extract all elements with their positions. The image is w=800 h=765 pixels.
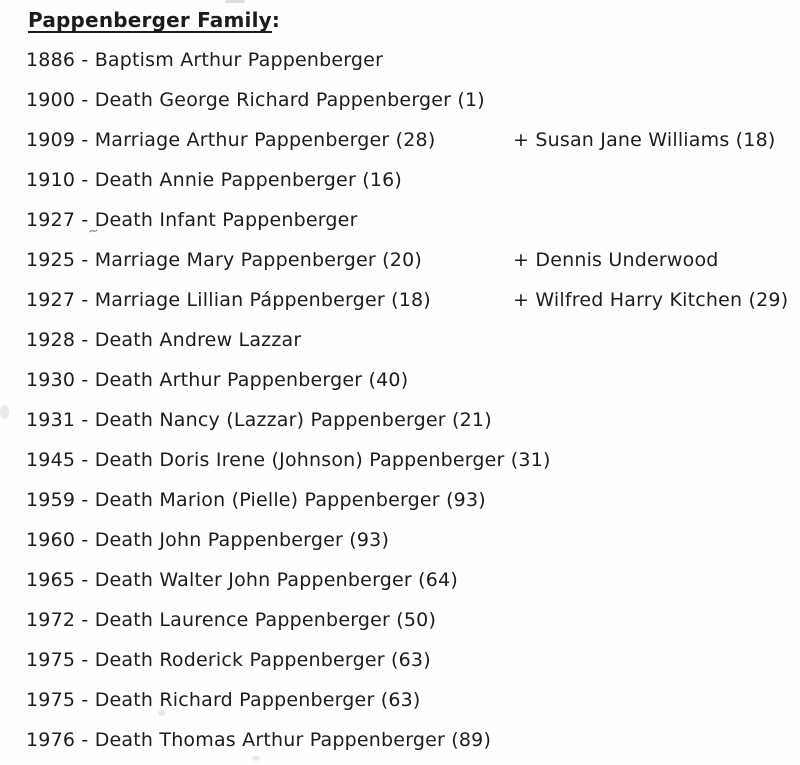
spouse-text: + Susan Jane Williams (18) xyxy=(513,129,776,151)
event-text: 1945 - Death Doris Irene (Johnson) Pappe… xyxy=(26,449,551,471)
timeline-entry: 1928 - Death Andrew Lazzar xyxy=(0,320,800,360)
page-title-colon: : xyxy=(271,8,281,32)
event-text: 1959 - Death Marion (Pielle) Pappenberge… xyxy=(26,489,486,511)
timeline-entry: 1975 - Death Roderick Pappenberger (63) xyxy=(0,640,800,680)
event-text: 1972 - Death Laurence Pappenberger (50) xyxy=(26,609,437,631)
timeline-entry: 1925 - Marriage Mary Pappenberger (20) +… xyxy=(0,240,800,280)
event-text: 1910 - Death Annie Pappenberger (16) xyxy=(26,169,403,191)
timeline-entry: 1886 - Baptism Arthur Pappenberger xyxy=(0,40,800,80)
event-text: 1909 - Marriage Arthur Pappenberger (28) xyxy=(26,129,436,151)
event-text: 1965 - Death Walter John Pappenberger (6… xyxy=(26,569,458,591)
timeline-entry: 1959 - Death Marion (Pielle) Pappenberge… xyxy=(0,480,800,520)
page-title-text: Pappenberger Family xyxy=(28,8,272,32)
timeline-entry: 1945 - Death Doris Irene (Johnson) Pappe… xyxy=(0,440,800,480)
event-text: 1931 - Death Nancy (Lazzar) Pappenberger… xyxy=(26,409,492,431)
timeline-entry: 1976 - Death Thomas Arthur Pappenberger … xyxy=(0,720,800,760)
timeline-entry: 1960 - Death John Pappenberger (93) xyxy=(0,520,800,560)
timeline-entry: 1972 - Death Laurence Pappenberger (50) xyxy=(0,600,800,640)
timeline-entry: 1965 - Death Walter John Pappenberger (6… xyxy=(0,560,800,600)
timeline-entry: 1975 - Death Richard Pappenberger (63) xyxy=(0,680,800,720)
event-text: 1975 - Death Roderick Pappenberger (63) xyxy=(26,649,431,671)
timeline-entry: 1927 - Marriage Lillian Páppenberger (18… xyxy=(0,280,800,320)
timeline-entry: 1927 - Death Infant Pappenberger xyxy=(0,200,800,240)
page-title: Pappenberger Family: xyxy=(28,8,280,32)
timeline-list: 1886 - Baptism Arthur Pappenberger 1900 … xyxy=(0,40,800,760)
event-text: 1925 - Marriage Mary Pappenberger (20) xyxy=(26,249,422,271)
event-text: 1960 - Death John Pappenberger (93) xyxy=(26,529,390,551)
timeline-entry: 1931 - Death Nancy (Lazzar) Pappenberger… xyxy=(0,400,800,440)
scan-artifact-smudge xyxy=(225,0,245,3)
timeline-entry: 1910 - Death Annie Pappenberger (16) xyxy=(0,160,800,200)
event-text: 1976 - Death Thomas Arthur Pappenberger … xyxy=(26,729,492,751)
event-text: 1886 - Baptism Arthur Pappenberger xyxy=(26,49,384,71)
spouse-text: + Wilfred Harry Kitchen (29) xyxy=(513,289,789,311)
event-text: 1927 - Death Infant Pappenberger xyxy=(26,209,358,231)
spouse-text: + Dennis Underwood xyxy=(513,249,719,271)
timeline-entry: 1930 - Death Arthur Pappenberger (40) xyxy=(0,360,800,400)
event-text: 1927 - Marriage Lillian Páppenberger (18… xyxy=(26,289,431,311)
event-text: 1900 - Death George Richard Pappenberger… xyxy=(26,89,485,111)
event-text: 1928 - Death Andrew Lazzar xyxy=(26,329,302,351)
event-text: 1975 - Death Richard Pappenberger (63) xyxy=(26,689,421,711)
timeline-entry: 1900 - Death George Richard Pappenberger… xyxy=(0,80,800,120)
event-text: 1930 - Death Arthur Pappenberger (40) xyxy=(26,369,409,391)
timeline-entry: 1909 - Marriage Arthur Pappenberger (28)… xyxy=(0,120,800,160)
